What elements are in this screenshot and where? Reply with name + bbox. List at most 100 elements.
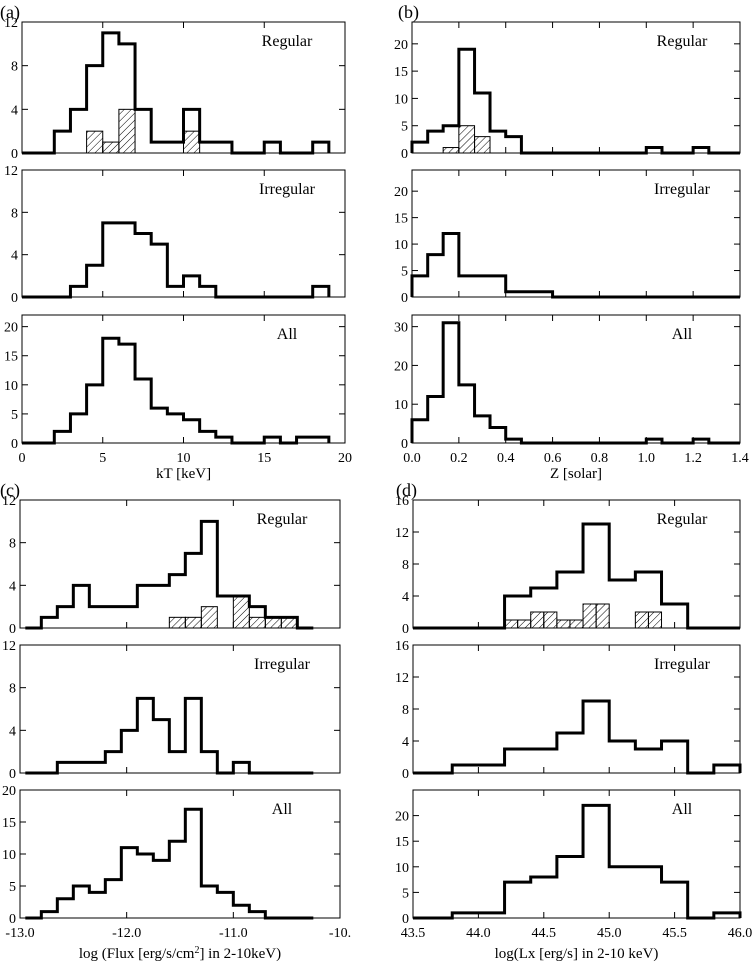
y-tick-label: 5 <box>9 880 16 895</box>
histogram-line <box>413 522 740 630</box>
y-tick-label: 4 <box>11 103 18 118</box>
y-tick-label: 0 <box>402 912 409 927</box>
subplot-label: All <box>277 326 298 343</box>
x-tick-label: 15 <box>257 451 271 466</box>
y-tick-label: 8 <box>9 537 16 552</box>
hatched-bar <box>458 125 476 154</box>
hatched-bar <box>280 616 298 629</box>
subplot-all: 0 5 10 15 20 All -13.0 -12.0 -11.0 -10. <box>2 784 351 941</box>
hatched-bar <box>595 603 610 629</box>
x-tick-label: -11.0 <box>219 926 248 941</box>
y-tick-label: 4 <box>9 724 16 739</box>
hatched-bar <box>184 616 202 629</box>
histogram-line <box>22 336 331 445</box>
x-tick-label: 45.0 <box>597 926 622 941</box>
x-axis-label-part: log (Flux [erg/s/cm <box>79 946 195 962</box>
hatched-bar <box>232 595 250 629</box>
x-tick-label: 1.4 <box>731 451 749 466</box>
x-tick-label: 5 <box>99 451 106 466</box>
x-tick-label: 0.8 <box>591 451 609 466</box>
x-tick-label: 43.5 <box>401 926 426 941</box>
y-tick-label: 15 <box>2 816 16 831</box>
y-tick-label: 4 <box>402 590 409 605</box>
y-tick-label: 12 <box>395 671 409 686</box>
y-tick-label: 10 <box>394 92 408 107</box>
y-tick-label: 16 <box>395 639 409 654</box>
subplot-all: 0 10 20 30 All 0.0 0.2 0.4 0.6 0.8 1.0 1.2 1.4 <box>394 314 749 466</box>
x-axis-label: kT [keV] <box>156 466 211 482</box>
panel-d: (d) 0 4 8 12 16 Regular 0 4 8 12 16 Irregular 0 5 10 15 2… <box>395 480 752 962</box>
subplot-label: Regular <box>262 33 313 50</box>
y-tick-label: 12 <box>2 639 16 654</box>
plot-frame <box>19 644 341 774</box>
x-tick-label: 46.0 <box>728 926 753 941</box>
x-tick-label: -12.0 <box>112 926 141 941</box>
subplot-regular: 0 4 8 12 Regular <box>4 16 346 162</box>
panel-b: (b) 0 5 10 15 20 Regular 0 5 10 15 20 Irregular 0 10 20… <box>394 2 749 482</box>
y-tick-label: 20 <box>2 784 16 799</box>
panel-label: (b) <box>398 2 419 23</box>
subplot-label: Irregular <box>654 181 711 198</box>
y-tick-label: 0 <box>401 291 408 306</box>
y-tick-label: 16 <box>395 494 409 509</box>
histogram-line <box>413 803 742 920</box>
y-tick-label: 0 <box>9 912 16 927</box>
subplot-all: 0 5 10 15 20 All 0 5 10 15 20 <box>4 314 352 466</box>
y-tick-label: 4 <box>11 249 18 264</box>
y-tick-label: 20 <box>394 185 408 200</box>
x-tick-label: 20 <box>338 451 352 466</box>
subplot-irregular: 0 5 10 15 20 Irregular <box>394 169 741 306</box>
y-tick-label: 10 <box>4 379 18 394</box>
y-tick-label: 8 <box>11 60 18 75</box>
x-tick-label: 44.5 <box>532 926 557 941</box>
y-tick-label: 0 <box>402 622 409 637</box>
subplot-label: All <box>672 326 693 343</box>
histogram-line <box>413 699 742 775</box>
panel-a: (a) 0 4 8 12 Regular 0 4 8 12 Irregular 0 5 10 15 20 All… <box>0 2 352 482</box>
y-tick-label: 8 <box>9 682 16 697</box>
y-tick-label: 8 <box>11 206 18 221</box>
y-tick-label: 20 <box>4 321 18 336</box>
plot-frame <box>412 789 741 919</box>
subplot-regular: 0 4 8 12 Regular <box>2 494 341 637</box>
y-tick-label: 12 <box>4 16 18 31</box>
hatched-bar <box>474 136 491 154</box>
hatched-bar <box>264 616 282 629</box>
y-tick-label: 15 <box>394 65 408 80</box>
histogram-line <box>22 221 331 299</box>
hatched-bar <box>634 611 649 629</box>
subplot-irregular: 0 4 8 12 16 Irregular <box>395 639 742 782</box>
y-tick-label: 5 <box>401 265 408 280</box>
y-tick-label: 10 <box>2 848 16 863</box>
y-tick-label: 12 <box>2 494 16 509</box>
y-tick-label: 0 <box>9 767 16 782</box>
y-tick-label: 15 <box>395 835 409 850</box>
x-tick-label: 0.6 <box>544 451 562 466</box>
y-tick-label: 12 <box>4 164 18 179</box>
histogram-line <box>25 807 314 920</box>
y-tick-label: 0 <box>11 437 18 452</box>
x-tick-label: 0 <box>19 451 26 466</box>
histogram-line <box>25 696 314 775</box>
hatched-bar <box>504 619 519 629</box>
subplot-label: Regular <box>657 33 708 50</box>
y-tick-label: 20 <box>394 38 408 53</box>
histogram-line <box>25 519 314 630</box>
y-tick-label: 10 <box>395 861 409 876</box>
y-tick-label: 4 <box>9 579 16 594</box>
subplot-label: All <box>672 801 693 818</box>
y-tick-label: 0 <box>9 622 16 637</box>
hatched-bar <box>86 130 104 154</box>
y-tick-label: 10 <box>394 398 408 413</box>
subplot-label: Irregular <box>254 656 311 673</box>
x-tick-label: 1.0 <box>638 451 656 466</box>
y-tick-label: 20 <box>395 810 409 825</box>
x-tick-label: 45.5 <box>662 926 687 941</box>
hatched-bar <box>582 603 597 629</box>
hatched-bar <box>647 611 663 629</box>
x-axis-label: log(Lx [erg/s] in 2-10 keV) <box>495 946 659 962</box>
x-tick-label: -10. <box>329 926 351 941</box>
plot-frame <box>411 169 741 298</box>
